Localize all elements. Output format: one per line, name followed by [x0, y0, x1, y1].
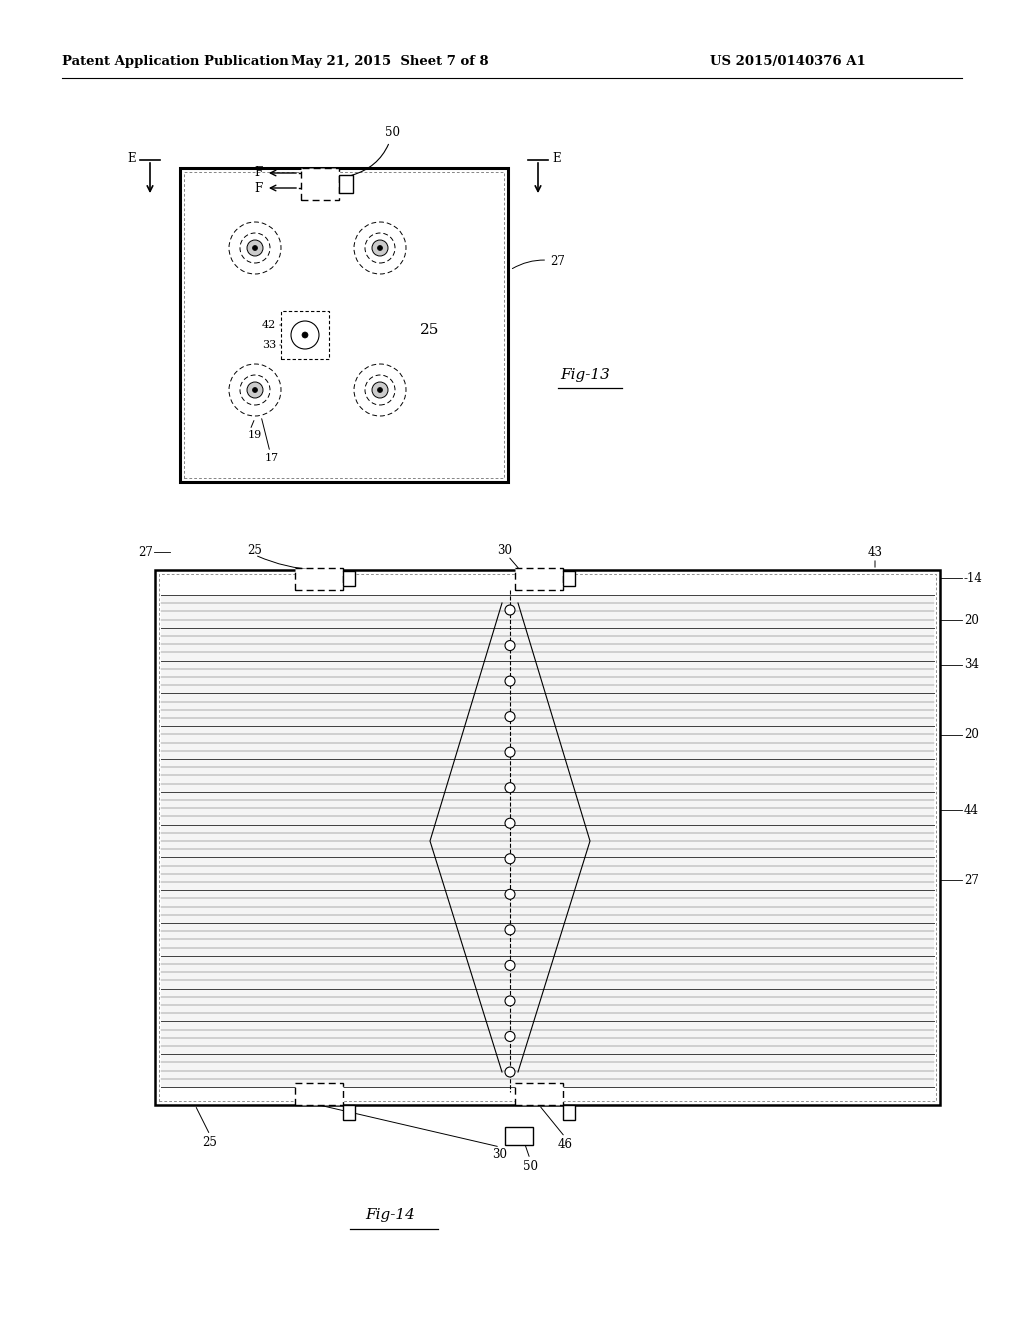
- Text: Fig-14: Fig-14: [366, 1208, 415, 1222]
- Text: 30: 30: [498, 544, 512, 557]
- Text: F: F: [255, 181, 263, 194]
- Text: 27: 27: [138, 545, 153, 558]
- Circle shape: [247, 381, 263, 399]
- Text: 30: 30: [493, 1148, 508, 1162]
- Text: 34: 34: [964, 659, 979, 672]
- Bar: [155, 570, 940, 1105]
- Bar: [515, 1082, 563, 1105]
- Text: E: E: [552, 152, 560, 165]
- Bar: [159, 574, 936, 1101]
- Circle shape: [247, 240, 263, 256]
- Circle shape: [240, 375, 270, 405]
- Text: 27: 27: [964, 874, 979, 887]
- Text: 46: 46: [557, 1138, 572, 1151]
- Text: 19: 19: [248, 430, 262, 440]
- Bar: [161, 595, 934, 1086]
- Text: 33: 33: [262, 341, 276, 350]
- Bar: [563, 1105, 575, 1119]
- Bar: [281, 312, 329, 359]
- Text: 25: 25: [420, 323, 439, 337]
- Bar: [515, 568, 563, 590]
- Text: E: E: [127, 152, 136, 165]
- Circle shape: [302, 333, 308, 338]
- Circle shape: [253, 388, 257, 392]
- Circle shape: [229, 364, 281, 416]
- Circle shape: [240, 234, 270, 263]
- Text: 25: 25: [203, 1137, 217, 1150]
- Circle shape: [505, 854, 515, 863]
- Text: F: F: [255, 166, 263, 180]
- Text: May 21, 2015  Sheet 7 of 8: May 21, 2015 Sheet 7 of 8: [291, 55, 488, 69]
- Text: 50: 50: [522, 1160, 538, 1173]
- Circle shape: [505, 711, 515, 722]
- Bar: [301, 168, 339, 201]
- Bar: [343, 1105, 355, 1119]
- Circle shape: [372, 381, 388, 399]
- Text: 17: 17: [265, 453, 280, 463]
- Bar: [295, 1082, 343, 1105]
- Text: 43: 43: [867, 545, 883, 558]
- Circle shape: [505, 1031, 515, 1041]
- Text: 44: 44: [964, 804, 979, 817]
- Text: 20: 20: [964, 729, 979, 742]
- Bar: [563, 572, 575, 586]
- Circle shape: [505, 890, 515, 899]
- Text: 42: 42: [262, 319, 276, 330]
- Circle shape: [505, 995, 515, 1006]
- Text: Fig-13: Fig-13: [560, 368, 610, 381]
- Circle shape: [229, 222, 281, 275]
- Bar: [295, 568, 343, 590]
- Bar: [184, 172, 504, 478]
- Text: 20: 20: [964, 614, 979, 627]
- Circle shape: [365, 234, 395, 263]
- Circle shape: [505, 783, 515, 793]
- Circle shape: [354, 222, 406, 275]
- Text: 50: 50: [351, 125, 400, 176]
- Circle shape: [354, 364, 406, 416]
- Circle shape: [372, 240, 388, 256]
- Circle shape: [505, 1067, 515, 1077]
- Text: 27: 27: [512, 255, 565, 268]
- Circle shape: [291, 321, 319, 348]
- Bar: [180, 168, 508, 482]
- Circle shape: [505, 925, 515, 935]
- Circle shape: [505, 747, 515, 758]
- Circle shape: [505, 640, 515, 651]
- Text: US 2015/0140376 A1: US 2015/0140376 A1: [710, 55, 865, 69]
- Text: Patent Application Publication: Patent Application Publication: [62, 55, 289, 69]
- Circle shape: [505, 818, 515, 828]
- Circle shape: [378, 388, 383, 392]
- Text: 25: 25: [248, 544, 262, 557]
- Circle shape: [378, 246, 383, 251]
- Circle shape: [365, 375, 395, 405]
- Circle shape: [505, 676, 515, 686]
- Circle shape: [505, 605, 515, 615]
- Circle shape: [505, 961, 515, 970]
- Bar: [343, 572, 355, 586]
- Circle shape: [253, 246, 257, 251]
- Bar: [339, 176, 353, 193]
- Bar: [505, 1127, 534, 1144]
- Text: -14: -14: [964, 572, 983, 585]
